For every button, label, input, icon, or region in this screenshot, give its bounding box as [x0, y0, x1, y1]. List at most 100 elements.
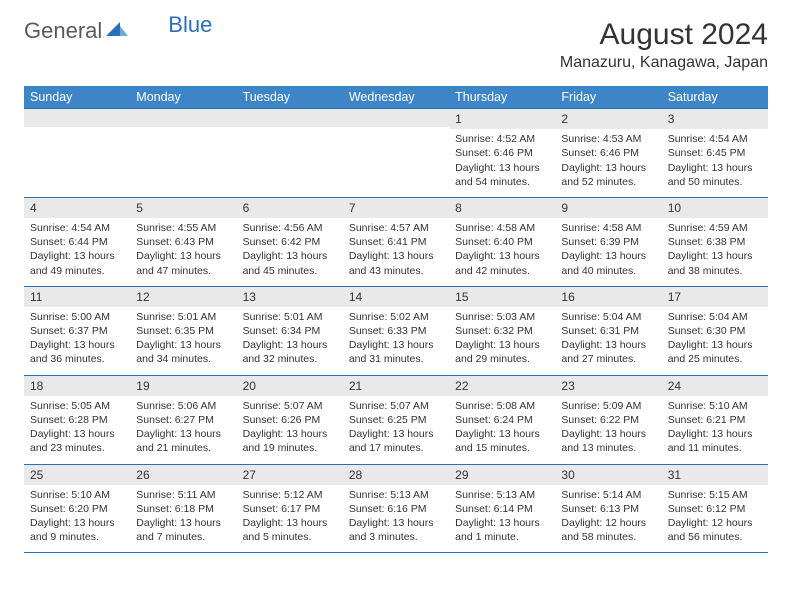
day-number: 22 [449, 376, 555, 396]
week-row: 1Sunrise: 4:52 AMSunset: 6:46 PMDaylight… [24, 108, 768, 197]
day-body: Sunrise: 5:07 AMSunset: 6:25 PMDaylight:… [343, 396, 449, 464]
day-cell: 27Sunrise: 5:12 AMSunset: 6:17 PMDayligh… [237, 465, 343, 553]
day-number: 7 [343, 198, 449, 218]
day-body: Sunrise: 5:04 AMSunset: 6:31 PMDaylight:… [555, 307, 661, 375]
day-body: Sunrise: 5:12 AMSunset: 6:17 PMDaylight:… [237, 485, 343, 553]
day-number: 17 [662, 287, 768, 307]
daylight-text: Daylight: 13 hours and 9 minutes. [30, 516, 124, 544]
day-cell: 14Sunrise: 5:02 AMSunset: 6:33 PMDayligh… [343, 287, 449, 375]
daylight-text: Daylight: 13 hours and 36 minutes. [30, 338, 124, 366]
day-header-cell: Thursday [449, 86, 555, 108]
sunrise-text: Sunrise: 5:13 AM [455, 488, 549, 502]
sunrise-text: Sunrise: 5:08 AM [455, 399, 549, 413]
day-cell: 4Sunrise: 4:54 AMSunset: 6:44 PMDaylight… [24, 198, 130, 286]
day-body: Sunrise: 4:56 AMSunset: 6:42 PMDaylight:… [237, 218, 343, 286]
sunrise-text: Sunrise: 5:14 AM [561, 488, 655, 502]
day-number: 5 [130, 198, 236, 218]
day-number: 10 [662, 198, 768, 218]
day-cell: 25Sunrise: 5:10 AMSunset: 6:20 PMDayligh… [24, 465, 130, 553]
day-number: 15 [449, 287, 555, 307]
sunrise-text: Sunrise: 5:07 AM [349, 399, 443, 413]
day-number: 21 [343, 376, 449, 396]
daylight-text: Daylight: 13 hours and 27 minutes. [561, 338, 655, 366]
sunset-text: Sunset: 6:22 PM [561, 413, 655, 427]
sunrise-text: Sunrise: 4:54 AM [30, 221, 124, 235]
day-cell: 21Sunrise: 5:07 AMSunset: 6:25 PMDayligh… [343, 376, 449, 464]
sunset-text: Sunset: 6:43 PM [136, 235, 230, 249]
sunset-text: Sunset: 6:38 PM [668, 235, 762, 249]
sunrise-text: Sunrise: 4:58 AM [455, 221, 549, 235]
daylight-text: Daylight: 13 hours and 15 minutes. [455, 427, 549, 455]
daylight-text: Daylight: 13 hours and 17 minutes. [349, 427, 443, 455]
day-body: Sunrise: 4:58 AMSunset: 6:39 PMDaylight:… [555, 218, 661, 286]
day-number: 13 [237, 287, 343, 307]
day-cell: 22Sunrise: 5:08 AMSunset: 6:24 PMDayligh… [449, 376, 555, 464]
sunset-text: Sunset: 6:17 PM [243, 502, 337, 516]
sunset-text: Sunset: 6:25 PM [349, 413, 443, 427]
daylight-text: Daylight: 13 hours and 54 minutes. [455, 161, 549, 189]
sunrise-text: Sunrise: 5:11 AM [136, 488, 230, 502]
day-cell: 5Sunrise: 4:55 AMSunset: 6:43 PMDaylight… [130, 198, 236, 286]
week-row: 11Sunrise: 5:00 AMSunset: 6:37 PMDayligh… [24, 286, 768, 375]
day-number: 29 [449, 465, 555, 485]
daylight-text: Daylight: 13 hours and 19 minutes. [243, 427, 337, 455]
day-cell: 19Sunrise: 5:06 AMSunset: 6:27 PMDayligh… [130, 376, 236, 464]
day-number: 27 [237, 465, 343, 485]
day-header-cell: Wednesday [343, 86, 449, 108]
day-number: 23 [555, 376, 661, 396]
sunrise-text: Sunrise: 5:04 AM [668, 310, 762, 324]
brand-mark-icon [106, 18, 128, 44]
day-number: 11 [24, 287, 130, 307]
location-text: Manazuru, Kanagawa, Japan [560, 54, 768, 72]
sunrise-text: Sunrise: 5:02 AM [349, 310, 443, 324]
day-body: Sunrise: 4:52 AMSunset: 6:46 PMDaylight:… [449, 129, 555, 197]
day-body: Sunrise: 5:11 AMSunset: 6:18 PMDaylight:… [130, 485, 236, 553]
day-cell: 3Sunrise: 4:54 AMSunset: 6:45 PMDaylight… [662, 109, 768, 197]
day-cell: 2Sunrise: 4:53 AMSunset: 6:46 PMDaylight… [555, 109, 661, 197]
sunrise-text: Sunrise: 4:56 AM [243, 221, 337, 235]
day-body: Sunrise: 5:01 AMSunset: 6:34 PMDaylight:… [237, 307, 343, 375]
day-number: 30 [555, 465, 661, 485]
day-number: 19 [130, 376, 236, 396]
day-cell: 15Sunrise: 5:03 AMSunset: 6:32 PMDayligh… [449, 287, 555, 375]
day-number: 25 [24, 465, 130, 485]
calendar: SundayMondayTuesdayWednesdayThursdayFrid… [24, 86, 768, 553]
day-cell: 29Sunrise: 5:13 AMSunset: 6:14 PMDayligh… [449, 465, 555, 553]
day-body: Sunrise: 5:05 AMSunset: 6:28 PMDaylight:… [24, 396, 130, 464]
sunrise-text: Sunrise: 5:05 AM [30, 399, 124, 413]
day-body: Sunrise: 5:13 AMSunset: 6:16 PMDaylight:… [343, 485, 449, 553]
day-cell: 31Sunrise: 5:15 AMSunset: 6:12 PMDayligh… [662, 465, 768, 553]
day-body: Sunrise: 5:10 AMSunset: 6:20 PMDaylight:… [24, 485, 130, 553]
day-body: Sunrise: 4:54 AMSunset: 6:44 PMDaylight:… [24, 218, 130, 286]
day-body: Sunrise: 4:53 AMSunset: 6:46 PMDaylight:… [555, 129, 661, 197]
day-header-row: SundayMondayTuesdayWednesdayThursdayFrid… [24, 86, 768, 108]
day-number: 28 [343, 465, 449, 485]
day-number [24, 109, 130, 127]
day-body: Sunrise: 4:57 AMSunset: 6:41 PMDaylight:… [343, 218, 449, 286]
sunset-text: Sunset: 6:31 PM [561, 324, 655, 338]
sunrise-text: Sunrise: 4:59 AM [668, 221, 762, 235]
day-cell: 18Sunrise: 5:05 AMSunset: 6:28 PMDayligh… [24, 376, 130, 464]
day-body: Sunrise: 5:15 AMSunset: 6:12 PMDaylight:… [662, 485, 768, 553]
day-number [343, 109, 449, 127]
brand-part2: Blue [168, 12, 212, 38]
day-cell: 23Sunrise: 5:09 AMSunset: 6:22 PMDayligh… [555, 376, 661, 464]
sunrise-text: Sunrise: 5:07 AM [243, 399, 337, 413]
day-number: 2 [555, 109, 661, 129]
day-number: 14 [343, 287, 449, 307]
title-block: August 2024 Manazuru, Kanagawa, Japan [560, 18, 768, 72]
day-header-cell: Sunday [24, 86, 130, 108]
day-body: Sunrise: 5:07 AMSunset: 6:26 PMDaylight:… [237, 396, 343, 464]
sunrise-text: Sunrise: 5:06 AM [136, 399, 230, 413]
daylight-text: Daylight: 13 hours and 45 minutes. [243, 249, 337, 277]
sunrise-text: Sunrise: 4:57 AM [349, 221, 443, 235]
weeks-container: 1Sunrise: 4:52 AMSunset: 6:46 PMDaylight… [24, 108, 768, 553]
day-number: 3 [662, 109, 768, 129]
daylight-text: Daylight: 13 hours and 31 minutes. [349, 338, 443, 366]
day-cell: 26Sunrise: 5:11 AMSunset: 6:18 PMDayligh… [130, 465, 236, 553]
day-number: 24 [662, 376, 768, 396]
daylight-text: Daylight: 13 hours and 34 minutes. [136, 338, 230, 366]
day-number: 26 [130, 465, 236, 485]
daylight-text: Daylight: 13 hours and 50 minutes. [668, 161, 762, 189]
page-header: General Blue August 2024 Manazuru, Kanag… [24, 18, 768, 72]
